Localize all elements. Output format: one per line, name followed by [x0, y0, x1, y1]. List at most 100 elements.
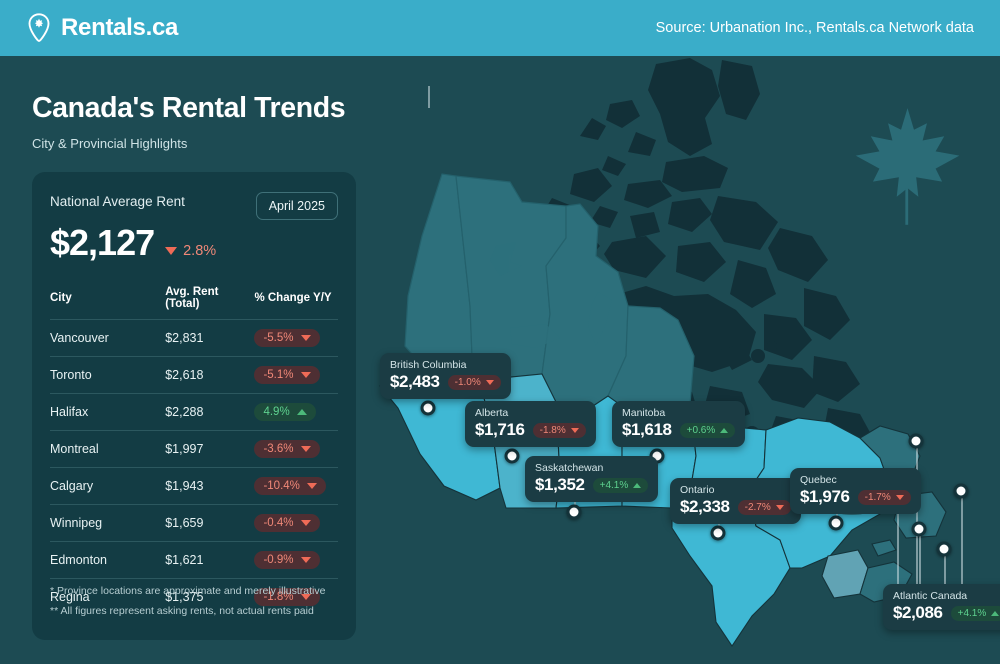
cell-change: -5.1%	[254, 357, 338, 394]
map-label-change-value: -1.0%	[454, 376, 481, 388]
caret-up-icon	[991, 610, 1000, 616]
national-stats-card: National Average Rent April 2025 $2,127 …	[32, 172, 356, 640]
national-average-rent-label: National Average Rent	[50, 194, 185, 209]
cell-rent: $2,618	[165, 368, 204, 382]
table-row[interactable]: Toronto $2,618 -5.1%	[50, 357, 338, 394]
caret-down-icon	[300, 520, 311, 526]
map-label-name: Saskatchewan	[535, 462, 604, 474]
caret-up-icon	[720, 427, 729, 433]
map-label-change-badge: +4.1%	[950, 605, 1000, 621]
province-prince-edward-island	[871, 539, 897, 557]
table-row[interactable]: Edmonton $1,621 -0.9%	[50, 542, 338, 579]
map-label-row: $1,352 +4.1%	[535, 475, 649, 495]
page-subtitle: City & Provincial Highlights	[32, 136, 188, 151]
national-value-row: $2,127 2.8%	[50, 222, 338, 264]
caret-up-icon	[633, 482, 642, 488]
map-label-british-columbia[interactable]: British Columbia $2,483 -1.0%	[380, 353, 511, 399]
cell-change: 4.9%	[254, 394, 338, 431]
leader-line-prince-edward-island	[944, 551, 946, 588]
map-label-change-value: +0.6%	[686, 424, 716, 436]
month-badge[interactable]: April 2025	[255, 192, 338, 220]
map-label-quebec[interactable]: Quebec $1,976 -1.7%	[790, 468, 921, 514]
caret-down-icon	[485, 379, 494, 385]
map-label-row: $1,716 -1.8%	[475, 420, 586, 440]
table-row[interactable]: Winnipeg $1,659 -0.4%	[50, 505, 338, 542]
table-row[interactable]: Calgary $1,943 -10.4%	[50, 468, 338, 505]
map-label-ontario[interactable]: Ontario $2,338 -2.7%	[670, 478, 801, 524]
map-label-change-badge: +4.1%	[592, 477, 649, 493]
caret-down-icon	[165, 247, 178, 255]
brand-name: Rentals.ca	[61, 14, 179, 41]
cell-city: Vancouver	[50, 331, 109, 345]
map-label-name: Ontario	[680, 484, 715, 496]
marker-nova-scotia[interactable]	[911, 521, 927, 537]
footnote-1: * Province locations are approximate and…	[50, 585, 326, 598]
table-row[interactable]: Montreal $1,997 -3.6%	[50, 431, 338, 468]
map-label-value: $2,338	[680, 497, 730, 516]
cell-city: Halifax	[50, 405, 89, 419]
cell-change: -10.4%	[254, 468, 338, 505]
marker-quebec[interactable]	[828, 515, 844, 531]
cell-city: Winnipeg	[50, 516, 103, 530]
change-value: -0.9%	[263, 554, 294, 566]
cell-change: -5.5%	[254, 320, 338, 357]
caret-down-icon	[300, 557, 311, 563]
map-label-saskatchewan[interactable]: Saskatchewan $1,352 +4.1%	[525, 456, 659, 502]
marker-prince-edward-island[interactable]	[936, 541, 952, 557]
change-value: -3.6%	[263, 443, 294, 455]
change-badge: -5.1%	[254, 366, 320, 384]
national-change: 2.8%	[165, 243, 216, 259]
cell-change: -3.6%	[254, 431, 338, 468]
caret-down-icon	[570, 427, 579, 433]
caret-down-icon	[775, 504, 784, 510]
caret-down-icon	[300, 594, 311, 600]
cell-city: Edmonton	[50, 553, 107, 567]
table-header-row: City Avg. Rent (Total) % Change Y/Y	[50, 286, 338, 320]
footnotes: * Province locations are approximate and…	[50, 582, 338, 622]
national-summary-row: National Average Rent April 2025	[50, 192, 338, 220]
map-label-change-value: +4.1%	[599, 479, 629, 491]
change-value: -5.1%	[263, 369, 294, 381]
map-label-atlantic-canada[interactable]: Atlantic Canada $2,086 +4.1%	[883, 584, 1000, 630]
maple-leaf-icon	[855, 108, 960, 225]
table-row[interactable]: Vancouver $2,831 -5.5%	[50, 320, 338, 357]
change-badge: 4.9%	[254, 403, 316, 421]
marker-saskatchewan[interactable]	[566, 504, 582, 520]
map-label-row: $2,338 -2.7%	[680, 497, 791, 517]
map-label-change-badge: -2.7%	[737, 499, 791, 515]
marker-newfoundland-island[interactable]	[953, 483, 969, 499]
map-label-value: $1,976	[800, 487, 850, 506]
caret-down-icon	[300, 446, 311, 452]
marker-british-columbia[interactable]	[420, 400, 436, 416]
caret-up-icon	[296, 409, 307, 415]
cell-change: -1.8%	[254, 579, 338, 616]
cell-change: -0.9%	[254, 542, 338, 579]
table-row[interactable]: Halifax $2,288 4.9%	[50, 394, 338, 431]
map-label-change-badge: -1.0%	[447, 374, 501, 390]
cell-rent: $1,943	[165, 479, 204, 493]
change-value: -0.4%	[263, 517, 294, 529]
map-label-manitoba[interactable]: Manitoba $1,618 +0.6%	[612, 401, 746, 447]
change-value: -10.4%	[263, 480, 300, 492]
change-badge: -1.8%	[254, 588, 320, 606]
marker-newfoundland-labrador[interactable]	[908, 433, 924, 449]
map-label-alberta[interactable]: Alberta $1,716 -1.8%	[465, 401, 596, 447]
marker-alberta[interactable]	[504, 448, 520, 464]
map-label-name: Alberta	[475, 407, 509, 419]
cell-rent: $1,621	[165, 553, 204, 567]
marker-ontario[interactable]	[710, 525, 726, 541]
cell-rent: $1,659	[165, 516, 204, 530]
leader-line-british-columbia	[428, 86, 430, 108]
map-label-change-badge: -1.8%	[532, 422, 586, 438]
map-label-change-value: -1.8%	[539, 424, 566, 436]
map-label-name: Quebec	[800, 474, 837, 486]
map-label-row: $2,086 +4.1%	[893, 603, 1000, 623]
national-label-block: National Average Rent	[50, 192, 185, 209]
change-value: -5.5%	[263, 332, 294, 344]
column-header-rent: Avg. Rent (Total)	[165, 286, 219, 310]
map-label-change-badge: -1.7%	[857, 489, 911, 505]
brand-logo[interactable]: Rentals.ca	[26, 13, 178, 43]
map-label-row: $1,618 +0.6%	[622, 420, 736, 440]
table-row[interactable]: Regina $1,375 -1.8%	[50, 579, 338, 616]
map-label-change-value: -2.7%	[744, 501, 771, 513]
